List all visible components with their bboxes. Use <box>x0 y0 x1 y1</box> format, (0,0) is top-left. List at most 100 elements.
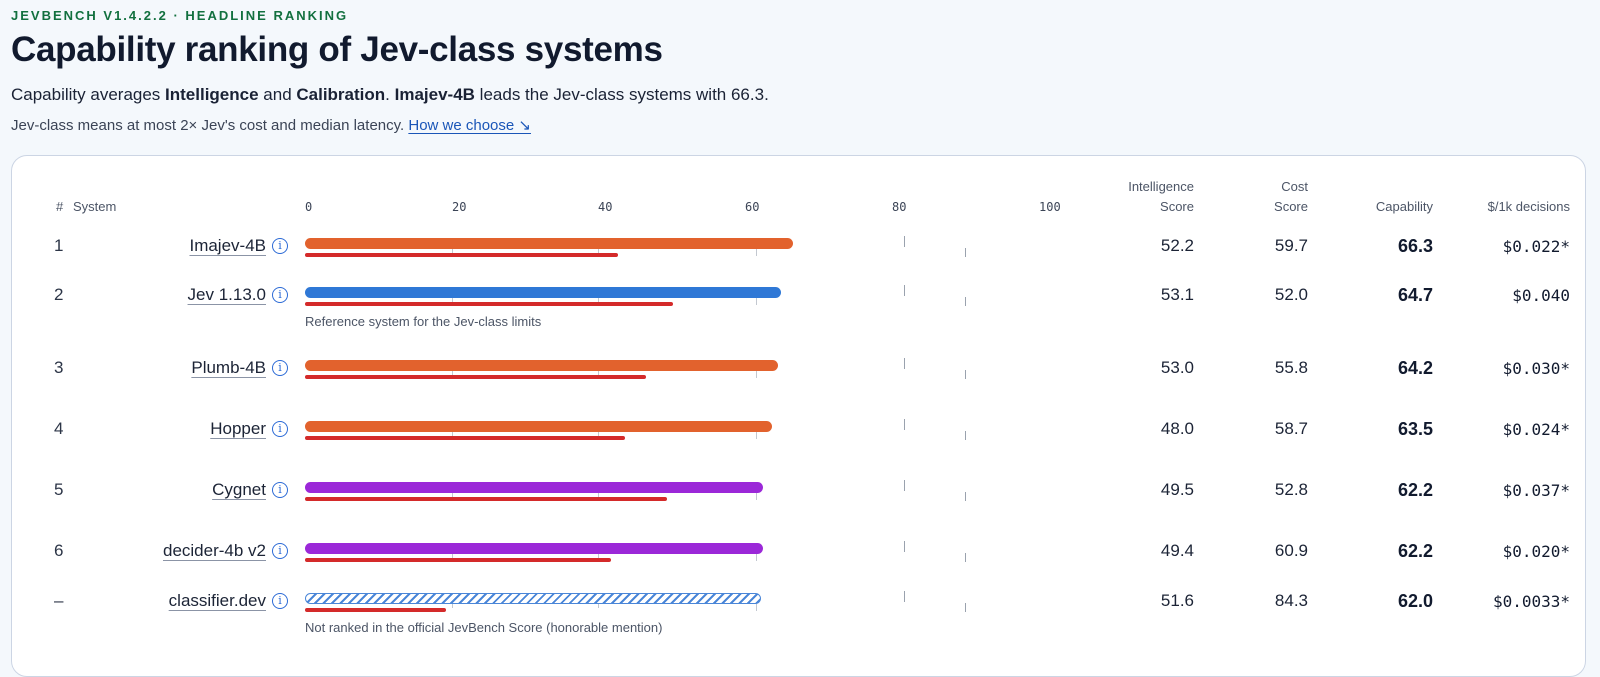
capability-score: 66.3 <box>1397 236 1433 256</box>
capability-bar <box>305 593 762 604</box>
subtitle-text: Capability averages <box>11 85 166 104</box>
capability-score: 64.7 <box>1397 285 1433 305</box>
gridline <box>756 430 757 439</box>
axis-marker <box>904 419 905 430</box>
price-per-1k: $0.030* <box>1502 359 1570 378</box>
info-icon[interactable]: i <box>272 238 288 254</box>
axis-marker <box>965 553 966 562</box>
price-per-1k: $0.022* <box>1502 237 1570 256</box>
capability-bar <box>305 421 773 432</box>
axis-marker <box>965 431 966 440</box>
intelligence-score: 53.0 <box>1160 358 1194 377</box>
header-cost-score: Cost Score <box>1274 177 1308 217</box>
info-icon[interactable]: i <box>272 482 288 498</box>
header-cost-line1: Cost <box>1281 179 1308 194</box>
cost-score: 60.9 <box>1274 541 1308 560</box>
price-per-1k: $0.037* <box>1502 481 1570 500</box>
system-name-jev-1-13-0[interactable]: Jev 1.13.0 <box>187 285 266 304</box>
capability-score: 62.0 <box>1397 591 1433 611</box>
gridline <box>756 552 757 561</box>
price-per-1k: $0.020* <box>1502 542 1570 561</box>
axis-marker <box>904 236 905 247</box>
axis-marker <box>965 370 966 379</box>
eyebrow-label: JEVBENCH V1.4.2.2 · HEADLINE RANKING <box>11 8 349 23</box>
gridline <box>756 602 757 611</box>
page-title: Capability ranking of Jev-class systems <box>11 30 663 69</box>
capability-bar <box>305 238 793 249</box>
system-name-cygnet[interactable]: Cygnet <box>212 480 266 499</box>
rank-number: 3 <box>54 358 64 377</box>
secondary-bar <box>305 253 618 257</box>
subtitle-text: . <box>385 85 395 104</box>
axis-tick-label: 0 <box>305 200 313 214</box>
note-text: Jev-class means at most 2× Jev's cost an… <box>11 117 409 134</box>
intelligence-score: 49.5 <box>1160 480 1194 499</box>
axis-tick-label: 100 <box>1039 200 1061 214</box>
secondary-bar <box>305 558 612 562</box>
axis-tick-label: 20 <box>452 200 467 214</box>
price-per-1k: $0.024* <box>1502 420 1570 439</box>
header-capability: Capability <box>1375 199 1433 214</box>
secondary-bar <box>305 302 673 306</box>
price-per-1k: $0.0033* <box>1492 592 1570 611</box>
subtitle: Capability averages Intelligence and Cal… <box>11 85 769 105</box>
system-name-classifier-dev[interactable]: classifier.dev <box>168 591 266 610</box>
gridline <box>756 296 757 305</box>
axis-tick-label: 40 <box>598 200 613 214</box>
axis-marker <box>965 248 966 257</box>
axis-marker <box>904 285 905 296</box>
gridline <box>756 369 757 378</box>
header-rank: # <box>56 199 64 214</box>
axis-marker <box>904 541 905 552</box>
capability-score: 62.2 <box>1397 480 1433 500</box>
how-we-choose-link[interactable]: How we choose ↘ <box>408 117 531 134</box>
capability-bar <box>305 360 778 371</box>
axis-tick-label: 80 <box>892 200 907 214</box>
axis-marker <box>904 591 905 602</box>
intelligence-score: 51.6 <box>1160 591 1194 610</box>
info-icon[interactable]: i <box>272 287 288 303</box>
cost-score: 52.0 <box>1274 285 1308 304</box>
intelligence-score: 48.0 <box>1160 419 1194 438</box>
subtitle-bold-leader: Imajev-4B <box>394 85 475 104</box>
intelligence-score: 49.4 <box>1160 541 1194 560</box>
axis-tick-label: 60 <box>745 200 760 214</box>
system-name-decider-4b-v2[interactable]: decider-4b v2 <box>162 541 266 560</box>
system-name-imajev-4b[interactable]: Imajev-4B <box>189 236 266 255</box>
capability-bar <box>305 543 763 554</box>
info-icon[interactable]: i <box>272 360 288 376</box>
rank-number: 6 <box>54 541 64 560</box>
row-caption: Not ranked in the official JevBench Scor… <box>305 620 663 635</box>
secondary-bar <box>305 436 626 440</box>
rank-number: 5 <box>54 480 64 499</box>
header-cost-line2: Score <box>1274 199 1308 214</box>
rank-number: 4 <box>54 419 64 438</box>
subtitle-text: and <box>258 85 297 104</box>
cost-score: 55.8 <box>1274 358 1308 377</box>
intelligence-score: 53.1 <box>1160 285 1194 304</box>
axis-marker <box>965 297 966 306</box>
row-caption: Reference system for the Jev-class limit… <box>305 314 542 329</box>
cost-score: 84.3 <box>1274 591 1308 610</box>
rank-number: 1 <box>54 236 64 255</box>
subtitle-bold-calibration: Calibration <box>296 85 386 104</box>
info-icon[interactable]: i <box>272 543 288 559</box>
rank-number: 2 <box>54 285 64 304</box>
axis-marker <box>904 358 905 369</box>
price-per-1k: $0.040 <box>1512 286 1570 305</box>
capability-bar <box>305 287 782 298</box>
cost-score: 58.7 <box>1274 419 1308 438</box>
secondary-bar <box>305 608 447 612</box>
header-intelligence-score: Intelligence Score <box>1128 177 1194 217</box>
header-intelligence-line1: Intelligence <box>1128 179 1194 194</box>
capability-score: 64.2 <box>1397 358 1433 378</box>
info-icon[interactable]: i <box>272 421 288 437</box>
system-name-plumb-4b[interactable]: Plumb-4B <box>191 358 266 377</box>
subtitle-text: leads the Jev-class systems with 66.3. <box>474 85 769 104</box>
system-name-hopper[interactable]: Hopper <box>210 419 266 438</box>
gridline <box>756 247 757 256</box>
header-price: $/1k decisions <box>1487 199 1570 214</box>
jev-class-note: Jev-class means at most 2× Jev's cost an… <box>11 116 531 134</box>
info-icon[interactable]: i <box>272 593 288 609</box>
subtitle-bold-intelligence: Intelligence <box>165 85 259 104</box>
